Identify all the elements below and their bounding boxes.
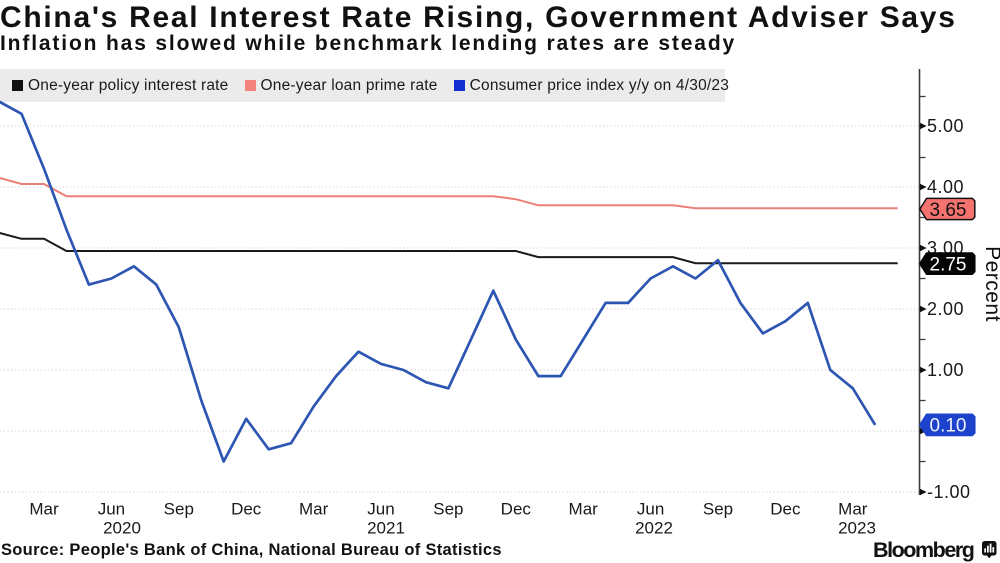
svg-text:Sep: Sep <box>164 500 194 519</box>
svg-text:3.65: 3.65 <box>930 200 967 221</box>
svg-text:Jun: Jun <box>367 500 394 519</box>
svg-text:2021: 2021 <box>367 519 405 538</box>
svg-text:Mar: Mar <box>299 500 329 519</box>
svg-text:Jun: Jun <box>98 500 125 519</box>
svg-text:Percent: Percent <box>981 246 1000 322</box>
svg-text:5.00: 5.00 <box>927 116 964 136</box>
svg-text:Mar: Mar <box>569 500 599 519</box>
svg-text:1.00: 1.00 <box>927 360 964 380</box>
svg-text:2023: 2023 <box>838 519 876 538</box>
svg-text:Mar: Mar <box>29 500 59 519</box>
svg-text:-1.00: -1.00 <box>927 482 971 502</box>
svg-text:Dec: Dec <box>770 500 801 519</box>
svg-text:Jun: Jun <box>637 500 664 519</box>
svg-text:Sep: Sep <box>703 500 733 519</box>
svg-text:Mar: Mar <box>838 500 868 519</box>
svg-text:2.00: 2.00 <box>927 299 964 319</box>
svg-text:Dec: Dec <box>231 500 262 519</box>
svg-text:Sep: Sep <box>433 500 463 519</box>
svg-text:2020: 2020 <box>103 519 141 538</box>
svg-text:0.10: 0.10 <box>930 416 967 437</box>
svg-text:2.75: 2.75 <box>930 254 967 275</box>
svg-text:2022: 2022 <box>635 519 673 538</box>
svg-text:Dec: Dec <box>501 500 532 519</box>
svg-text:4.00: 4.00 <box>927 177 964 197</box>
